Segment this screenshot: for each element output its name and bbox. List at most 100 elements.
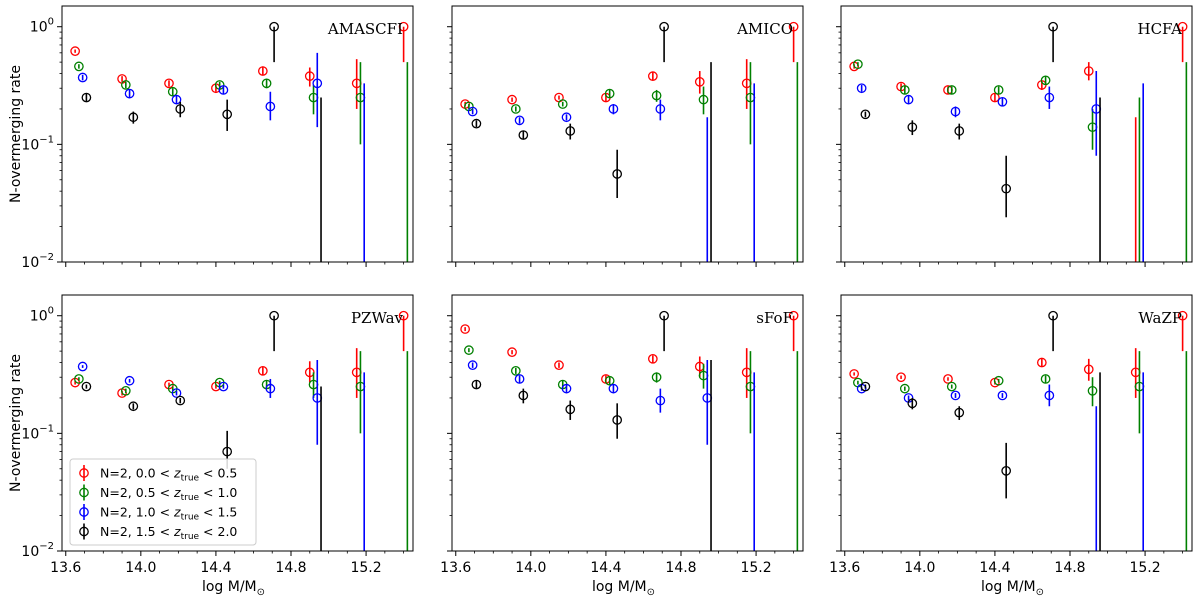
data-point: [993, 85, 1004, 95]
data-point: [1040, 374, 1051, 384]
axes-frame: [451, 5, 804, 263]
panel-title: PZWav: [351, 309, 404, 327]
panel-wazp: 13.6 14.0 14.4 14.8 15.2 WaZP log M/M⊙: [829, 294, 1193, 597]
data-point: [167, 86, 178, 97]
legend-item: N=2, 0.5 < ztrue < 1.0: [79, 484, 237, 503]
data-point: [128, 401, 139, 412]
plot-area: [841, 6, 1192, 262]
data-point: [997, 390, 1008, 401]
panel-amico: AMICO: [447, 5, 804, 267]
panel-title: sFoF: [756, 309, 793, 327]
data-point: [950, 390, 961, 401]
data-point: [120, 80, 131, 90]
x-tick-label: 15.2: [350, 560, 381, 576]
data-point: [460, 324, 470, 334]
plot-area: [62, 6, 413, 262]
data-point: [222, 109, 233, 120]
data-point: [946, 381, 957, 392]
data-point: [257, 66, 268, 76]
data-point: [608, 383, 619, 394]
x-axis-label: log M/M⊙: [202, 579, 265, 597]
data-point: [943, 374, 953, 384]
data-layer: [849, 21, 1188, 262]
panel-title: WaZP: [1138, 309, 1182, 327]
data-point: [1177, 21, 1188, 32]
data-point: [849, 369, 859, 379]
x-axis-label: log M/M⊙: [981, 579, 1044, 597]
data-point: [304, 71, 315, 82]
x-tick-label: 15.2: [740, 560, 771, 576]
data-point: [464, 345, 474, 355]
data-point: [647, 353, 658, 364]
legend-marker: [79, 526, 89, 537]
data-point: [1036, 357, 1047, 368]
data-point: [903, 94, 914, 105]
y-tick-label: 100: [30, 306, 54, 325]
y-tick-label: 10−1: [21, 423, 54, 442]
data-point: [655, 104, 666, 114]
axes-frame: [61, 5, 414, 263]
data-point: [514, 115, 525, 126]
plot-area: [841, 295, 1192, 551]
panel-title: AMICO: [736, 20, 793, 38]
data-point: [860, 109, 871, 120]
x-tick-label: 14.8: [275, 560, 306, 576]
x-tick-label: 14.8: [665, 560, 696, 576]
data-point: [124, 88, 135, 99]
legend-label: N=2, 0.0 < ztrue < 0.5: [100, 466, 237, 484]
data-point: [1083, 66, 1094, 76]
x-tick-label: 14.4: [200, 560, 231, 576]
data-point: [856, 83, 867, 94]
legend: N=2, 0.0 < ztrue < 0.5N=2, 0.5 < ztrue <…: [69, 458, 257, 546]
x-tick-label: 13.6: [440, 560, 471, 576]
panel-title: HCFA: [1138, 20, 1183, 38]
data-point: [398, 310, 409, 321]
data-point: [1048, 21, 1058, 32]
x-tick-label: 15.2: [1129, 560, 1160, 576]
data-point: [218, 381, 229, 392]
x-tick-label: 14.0: [515, 560, 546, 576]
data-point: [518, 390, 529, 401]
data-point: [604, 375, 615, 386]
y-tick-label: 10−1: [21, 134, 54, 153]
panel-sfof: 13.6 14.0 14.4 14.8 15.2 sFoF log M/M⊙: [440, 294, 804, 597]
data-point: [853, 59, 863, 70]
data-point: [77, 361, 88, 372]
data-point: [70, 46, 80, 56]
data-point: [164, 78, 174, 89]
data-point: [269, 21, 279, 32]
y-axis-label: N-overmerging rate: [8, 354, 24, 492]
data-point: [612, 169, 623, 179]
data-point: [1040, 75, 1051, 86]
data-point: [124, 375, 135, 386]
x-tick-label: 14.4: [590, 560, 621, 576]
legend-label: N=2, 1.5 < ztrue < 2.0: [100, 524, 237, 542]
data-point: [171, 94, 182, 105]
data-point: [1177, 310, 1188, 321]
data-point: [514, 374, 525, 384]
data-point: [510, 365, 521, 376]
data-point: [175, 104, 186, 114]
data-point: [269, 310, 279, 321]
data-point: [222, 446, 233, 457]
data-point: [946, 85, 957, 95]
y-axis-label: N-overmerging rate: [8, 65, 24, 203]
data-point: [860, 381, 871, 392]
x-axis-label: log M/M⊙: [592, 579, 655, 597]
data-layer: [460, 310, 799, 551]
data-point: [990, 92, 1000, 103]
data-point: [81, 92, 92, 103]
data-point: [471, 379, 482, 390]
plot-area: [452, 295, 803, 551]
data-point: [698, 94, 709, 105]
data-point: [467, 360, 478, 371]
data-point: [997, 96, 1008, 107]
legend-label: N=2, 0.5 < ztrue < 1.0: [100, 485, 237, 503]
x-tick-label: 14.4: [979, 560, 1010, 576]
data-point: [218, 85, 229, 95]
data-layer: [70, 310, 409, 551]
data-point: [507, 94, 517, 105]
panel-amascfi: 10−2 10−1 100 AMASCFI N-overmerging rate: [8, 5, 414, 271]
data-point: [655, 395, 666, 406]
data-point: [899, 383, 910, 394]
